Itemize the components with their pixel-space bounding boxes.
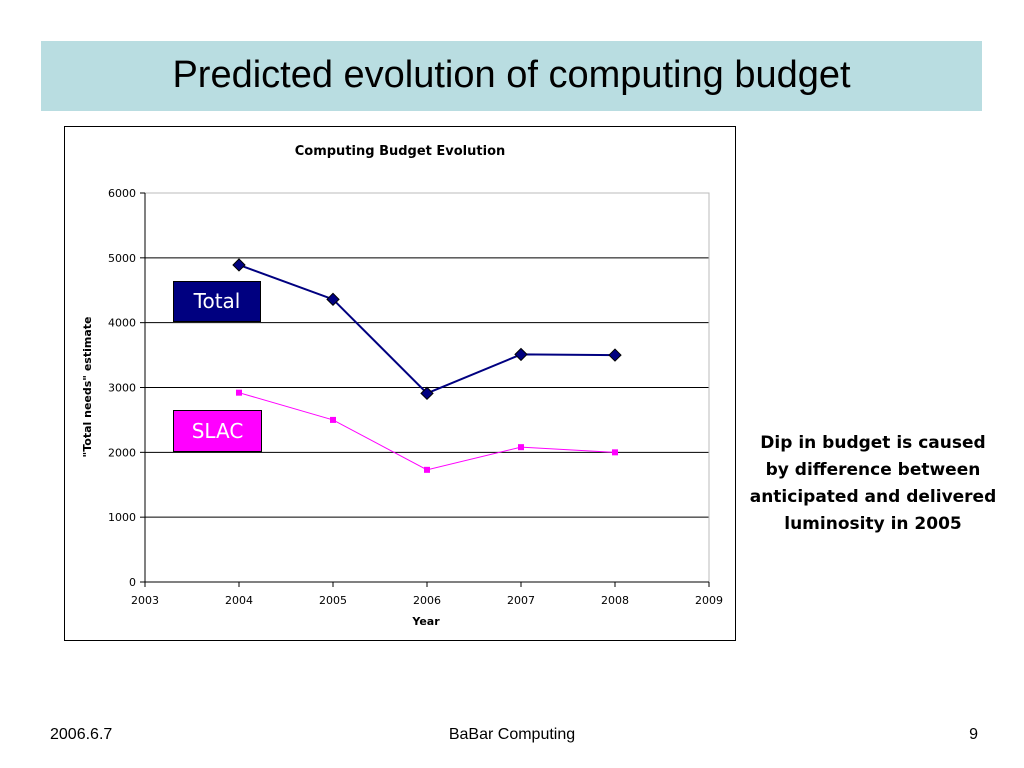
data-point-total [514, 347, 528, 362]
data-point-slac [424, 466, 430, 473]
series-line-total [238, 264, 616, 395]
series-label-total: Total [173, 281, 261, 322]
x-tick-label: 2008 [601, 594, 629, 607]
y-tick-label: 1000 [108, 511, 136, 524]
y-tick-label: 5000 [108, 252, 136, 265]
data-point-total [420, 386, 434, 401]
y-tick-label: 3000 [108, 382, 136, 395]
data-point-total [326, 292, 340, 307]
chart-frame: Computing Budget Evolution 0 1000 2000 3000… [64, 126, 736, 641]
data-point-slac [612, 449, 618, 456]
chart-title: Computing Budget Evolution [295, 144, 506, 159]
y-tick-label: 2000 [108, 446, 136, 459]
footer-title: BaBar Computing [448, 726, 576, 743]
series-label-slac: SLAC [173, 410, 262, 452]
y-tick-label: 0 [129, 576, 136, 589]
footer-date: 2006.6.7 [50, 726, 113, 743]
title-band: Predicted evolution of computing budget [41, 41, 982, 111]
x-axis-title: Year [411, 615, 440, 628]
data-point-slac [518, 444, 524, 451]
series-line-slac [238, 392, 616, 471]
y-axis-title: "Total needs" estimate [81, 317, 94, 458]
plot-area: 0 1000 2000 3000 4000 5000 6000 2003 2004 2005 200… [108, 187, 723, 607]
chart-svg: Computing Budget Evolution 0 1000 2000 3000… [81, 144, 723, 628]
page-number: 9 [969, 726, 978, 743]
slide-title: Predicted evolution of computing budget [172, 54, 851, 96]
x-tick-label: 2004 [225, 594, 253, 607]
x-tick-label: 2007 [507, 594, 535, 607]
data-point-total [232, 258, 246, 272]
y-tick-label: 6000 [108, 187, 136, 200]
x-tick-label: 2006 [413, 594, 441, 607]
data-point-slac [236, 389, 242, 396]
data-point-total [608, 348, 622, 362]
x-tick-label: 2009 [695, 594, 723, 607]
x-tick-label: 2005 [319, 594, 347, 607]
y-tick-label: 4000 [108, 317, 136, 330]
data-point-slac [330, 416, 336, 423]
x-tick-label: 2003 [131, 594, 159, 607]
annotation-note: Dip in budget is caused by difference be… [749, 433, 997, 534]
